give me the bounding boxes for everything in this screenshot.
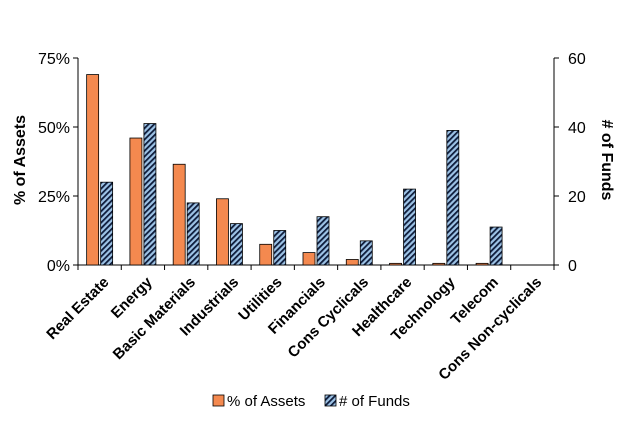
y-axis-left-title: % of Assets	[12, 115, 29, 205]
legend: % of Assets # of Funds	[212, 393, 410, 410]
bar-assets	[259, 243, 273, 266]
y-left-tick-label: 75%	[38, 51, 70, 68]
bar-funds	[230, 223, 243, 266]
legend-swatch-assets	[212, 394, 225, 407]
bar-assets	[216, 198, 229, 266]
bar-assets	[172, 163, 186, 266]
y-right-tick-label: 60	[568, 51, 586, 68]
legend-label-funds: # of Funds	[339, 393, 410, 410]
bar-funds	[316, 216, 330, 266]
bar-funds	[273, 230, 287, 266]
bar-funds	[446, 130, 460, 266]
bar-assets	[86, 74, 100, 266]
bar-funds	[186, 202, 200, 266]
bar-assets	[389, 262, 402, 266]
bar-funds	[359, 240, 373, 266]
y-left-tick-label: 0%	[47, 258, 70, 275]
bar-funds	[100, 181, 114, 266]
x-category-label: Real Estate	[43, 274, 112, 343]
bar-funds	[403, 188, 416, 266]
y-right-tick-label: 40	[568, 120, 586, 137]
bar-funds	[143, 123, 157, 266]
bar-assets	[345, 259, 359, 266]
y-left-tick-label: 25%	[38, 189, 70, 206]
bar-assets	[432, 262, 446, 266]
y-right-tick-label: 0	[568, 258, 577, 275]
bar-assets	[475, 262, 489, 266]
bar-assets	[302, 252, 316, 266]
y-axis-right-title: # of Funds	[598, 120, 615, 201]
bar-funds	[489, 226, 503, 266]
y-right-tick-label: 20	[568, 189, 586, 206]
legend-swatch-funds	[324, 394, 337, 407]
y-left-tick-label: 50%	[38, 120, 70, 137]
legend-label-assets: % of Assets	[227, 393, 305, 410]
bar-assets	[129, 137, 143, 266]
